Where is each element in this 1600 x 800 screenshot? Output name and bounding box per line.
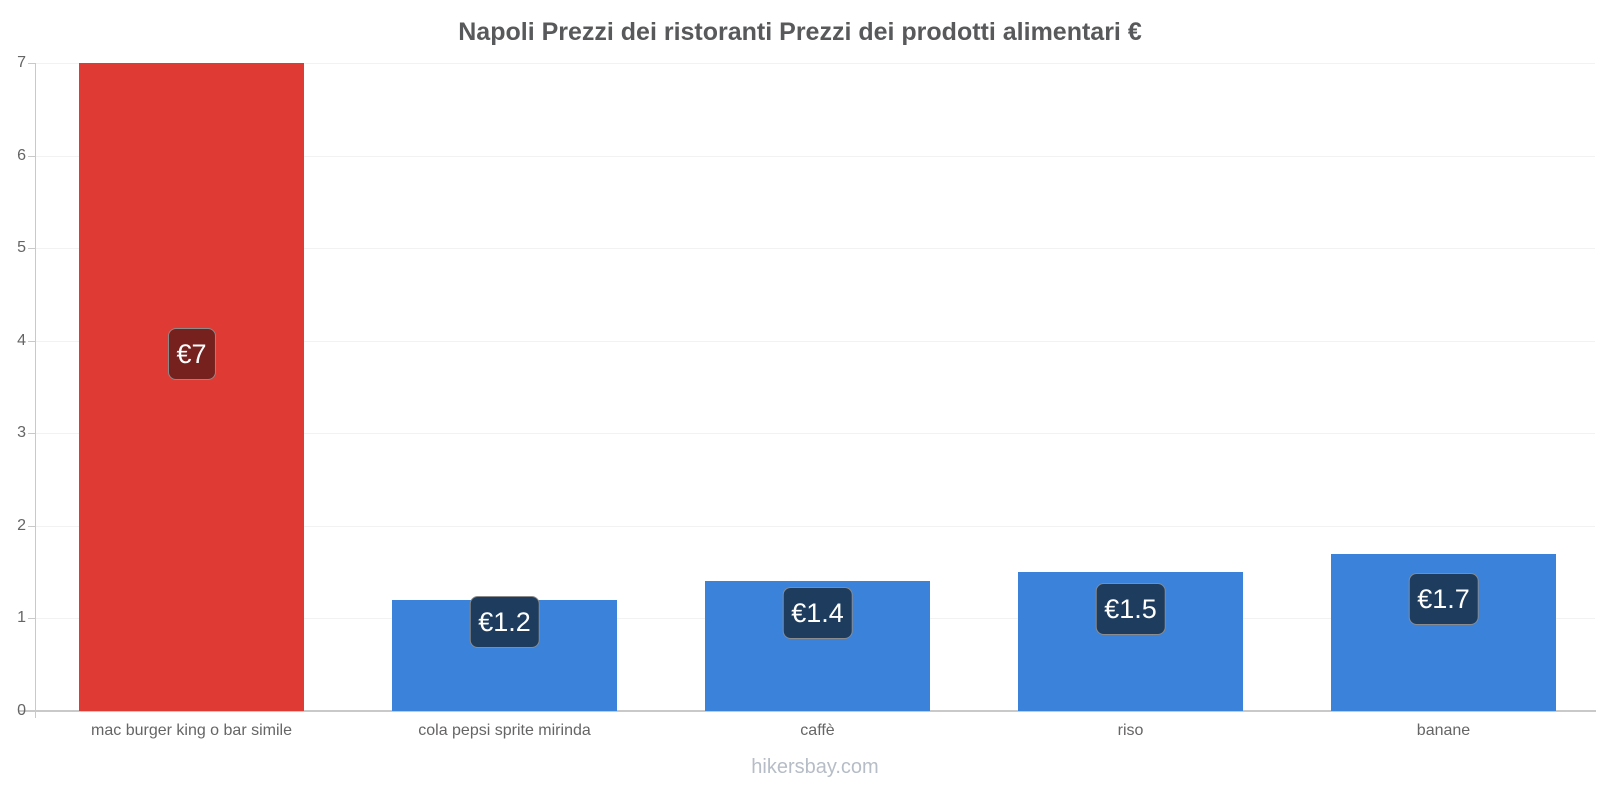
- x-category-label: caffè: [800, 722, 835, 739]
- bar-value-label: €1.5: [1095, 582, 1166, 635]
- y-tick-label: 3: [17, 424, 26, 442]
- y-axis-tick: [28, 618, 35, 620]
- y-tick-label: 0: [17, 702, 26, 719]
- y-tick-label: 6: [17, 146, 26, 164]
- watermark-text: hikersbay.com: [751, 756, 879, 778]
- y-tick-label: 5: [17, 239, 26, 257]
- y-axis-line: [35, 63, 36, 718]
- y-tick-label: 2: [17, 516, 26, 534]
- y-axis-tick: [28, 248, 35, 250]
- x-category-label: riso: [1117, 722, 1144, 739]
- y-tick-label: 4: [17, 331, 26, 349]
- y-axis-tick: [28, 433, 35, 435]
- y-axis-tick: [28, 525, 35, 527]
- x-category-label: cola pepsi sprite mirinda: [418, 722, 591, 739]
- gridline: [36, 155, 1595, 157]
- bar: [79, 63, 304, 711]
- y-axis-tick: [28, 63, 35, 64]
- gridline: [36, 340, 1595, 342]
- y-tick-label: 1: [17, 609, 26, 627]
- bar-value-label: €1.2: [469, 596, 540, 649]
- x-axis-baseline: [18, 710, 1596, 712]
- y-axis-tick: [28, 155, 35, 157]
- y-tick-label: 7: [17, 54, 26, 71]
- x-category-label: mac burger king o bar simile: [91, 722, 292, 739]
- bar-value-label: €7: [167, 328, 216, 380]
- gridline: [36, 63, 1595, 64]
- gridline: [36, 248, 1595, 250]
- y-axis-tick: [28, 711, 35, 712]
- x-category-label: banane: [1416, 722, 1471, 739]
- bar-value-label: €1.4: [782, 587, 853, 640]
- y-axis-tick: [28, 340, 35, 342]
- gridline: [36, 525, 1595, 527]
- chart-title: Napoli Prezzi dei ristoranti Prezzi dei …: [458, 18, 1142, 46]
- gridline: [36, 433, 1595, 435]
- bar-value-label: €1.7: [1408, 573, 1479, 626]
